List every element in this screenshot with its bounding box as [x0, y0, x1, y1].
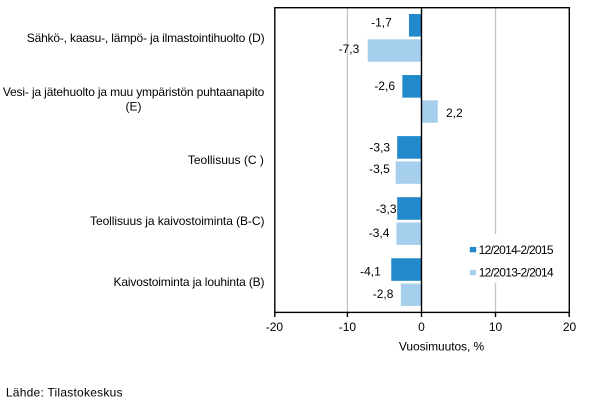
svg-text:-20: -20 [266, 320, 284, 334]
svg-text:Teollisuus (C ): Teollisuus (C ) [188, 153, 264, 167]
svg-text:-4,1: -4,1 [360, 265, 381, 279]
svg-text:(E): (E) [126, 100, 142, 114]
svg-text:-10: -10 [339, 320, 357, 334]
svg-text:12/2013-2/2014: 12/2013-2/2014 [479, 266, 554, 280]
svg-text:-2,8: -2,8 [373, 287, 394, 301]
svg-text:20: 20 [563, 320, 577, 334]
svg-text:-3,5: -3,5 [369, 162, 390, 176]
svg-text:12/2014-2/2015: 12/2014-2/2015 [479, 243, 554, 257]
svg-text:-1,7: -1,7 [371, 15, 392, 29]
svg-text:Lähde: Tilastokeskus: Lähde: Tilastokeskus [6, 385, 123, 399]
svg-text:Teollisuus ja kaivostoiminta (: Teollisuus ja kaivostoiminta (B-C) [90, 214, 264, 228]
svg-text:0: 0 [418, 320, 425, 334]
svg-text:-3,3: -3,3 [376, 202, 397, 216]
svg-text:10: 10 [489, 320, 503, 334]
svg-text:Sähkö-, kaasu-, lämpö- ja ilma: Sähkö-, kaasu-, lämpö- ja ilmastointihuo… [27, 31, 265, 45]
svg-text:-7,3: -7,3 [339, 42, 360, 56]
svg-text:Vuosimuutos, %: Vuosimuutos, % [399, 339, 485, 353]
svg-text:Kaivostoiminta ja louhinta (B): Kaivostoiminta ja louhinta (B) [113, 275, 264, 289]
svg-text:-3,4: -3,4 [369, 226, 390, 240]
svg-text:Vesi- ja jätehuolto ja muu ymp: Vesi- ja jätehuolto ja muu ympäristön pu… [3, 85, 265, 99]
svg-text:2,2: 2,2 [446, 106, 463, 120]
svg-text:-3,3: -3,3 [369, 141, 390, 155]
svg-text:-2,6: -2,6 [374, 79, 395, 93]
